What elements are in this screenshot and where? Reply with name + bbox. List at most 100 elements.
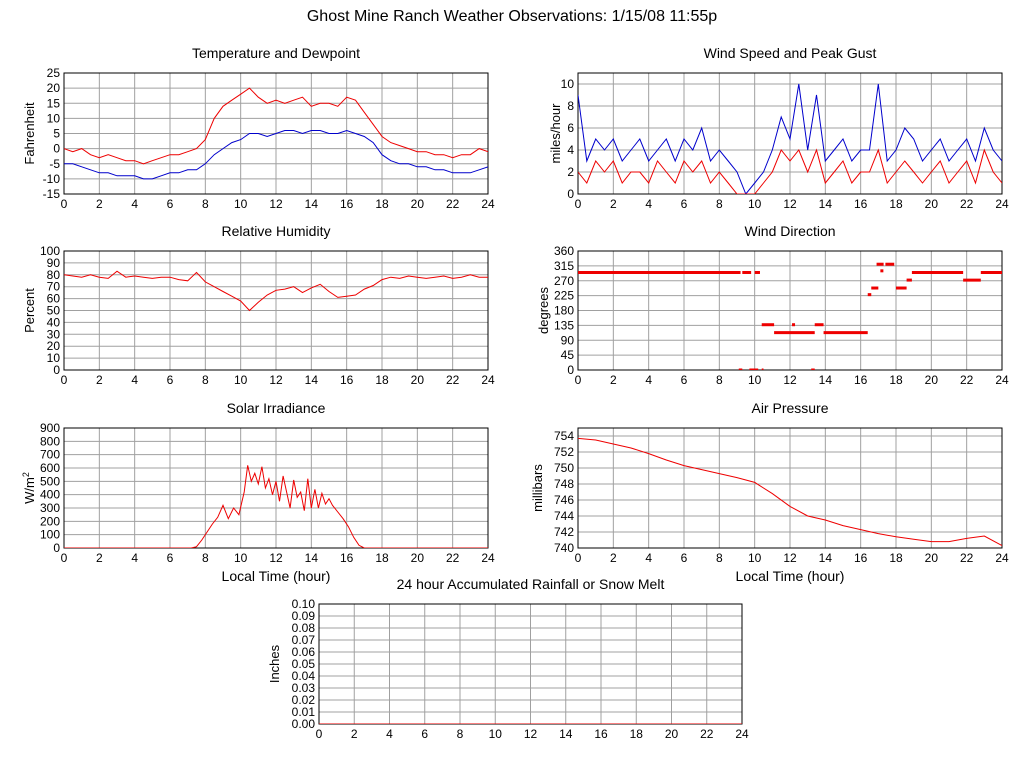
wind-ytick-label: 2 xyxy=(567,165,574,179)
pressure-series-red-line xyxy=(578,437,1002,547)
rh-xtick-label: 12 xyxy=(269,373,283,387)
rain-xtick-label: 24 xyxy=(735,727,749,741)
solar-xtick-label: 22 xyxy=(446,551,460,565)
wind-xtick-label: 8 xyxy=(716,197,723,211)
wdir-xtick-label: 14 xyxy=(819,373,833,387)
rh-xtick-label: 2 xyxy=(96,373,103,387)
pressure-ytick-label: 750 xyxy=(554,461,574,475)
solar-xlabel: Local Time (hour) xyxy=(222,568,331,584)
rain-xtick-label: 4 xyxy=(386,727,393,741)
pressure-xtick-label: 6 xyxy=(681,551,688,565)
solar-ytick-label: 100 xyxy=(40,528,60,542)
rain-xtick-label: 8 xyxy=(457,727,464,741)
pressure-ytick-label: 740 xyxy=(554,541,574,555)
rain-ytick-label: 0.06 xyxy=(292,645,316,659)
temp-xtick-label: 14 xyxy=(305,197,319,211)
rain-title: 24 hour Accumulated Rainfall or Snow Mel… xyxy=(397,576,665,592)
rain-xtick-label: 10 xyxy=(489,727,503,741)
temp-ytick-label: 25 xyxy=(47,66,61,80)
wind-xtick-label: 12 xyxy=(783,197,797,211)
pressure-xtick-label: 20 xyxy=(925,551,939,565)
wdir-xtick-label: 18 xyxy=(889,373,903,387)
wdir-xtick-label: 12 xyxy=(783,373,797,387)
temp-xtick-label: 4 xyxy=(131,197,138,211)
pressure-frame xyxy=(577,427,1003,549)
wdir-ytick-label: 225 xyxy=(554,289,574,303)
wind-frame xyxy=(577,72,1003,195)
temp-ylabel: Fahrenheit xyxy=(22,102,37,165)
rh-ytick-label: 20 xyxy=(47,339,61,353)
rh-ytick-label: 40 xyxy=(47,315,61,329)
rain-xtick-label: 14 xyxy=(559,727,573,741)
wdir-ytick-label: 270 xyxy=(554,274,574,288)
wdir-direction-point xyxy=(880,269,884,273)
rain-xtick-label: 12 xyxy=(524,727,538,741)
wdir-xtick-label: 6 xyxy=(681,373,688,387)
wind-series-blue-line xyxy=(578,83,1002,194)
wind-xtick-label: 24 xyxy=(995,197,1009,211)
wind-xtick-label: 2 xyxy=(610,197,617,211)
temp-xtick-label: 12 xyxy=(269,197,283,211)
solar-ylabel: W/m2 xyxy=(21,472,37,504)
pressure-xtick-label: 2 xyxy=(610,551,617,565)
solar-xtick-label: 24 xyxy=(481,551,495,565)
pressure-title: Air Pressure xyxy=(751,400,828,416)
rain-ytick-label: 0.02 xyxy=(292,693,316,707)
solar-xtick-label: 12 xyxy=(269,551,283,565)
wind-xtick-label: 0 xyxy=(575,197,582,211)
solar-xtick-label: 14 xyxy=(305,551,319,565)
solar-ytick-label: 700 xyxy=(40,448,60,462)
rain-ytick-label: 0.05 xyxy=(292,657,316,671)
rh-frame xyxy=(63,250,489,371)
pressure-ytick-label: 754 xyxy=(554,429,574,443)
wdir-xtick-label: 8 xyxy=(716,373,723,387)
rh-ytick-label: 70 xyxy=(47,280,61,294)
temp-ytick-label: 0 xyxy=(53,142,60,156)
pressure-xtick-label: 24 xyxy=(995,551,1009,565)
pressure-ytick-label: 748 xyxy=(554,477,574,491)
wind-series-red-line xyxy=(578,148,1002,194)
rh-xtick-label: 14 xyxy=(305,373,319,387)
solar-frame xyxy=(63,427,489,549)
wdir-xtick-label: 20 xyxy=(925,373,939,387)
pressure-xtick-label: 10 xyxy=(748,551,762,565)
rh-xtick-label: 18 xyxy=(375,373,389,387)
solar-xtick-label: 4 xyxy=(131,551,138,565)
wind-ytick-label: 8 xyxy=(567,99,574,113)
pressure-ytick-label: 744 xyxy=(554,509,574,523)
solar-xtick-label: 18 xyxy=(375,551,389,565)
wind-xtick-label: 16 xyxy=(854,197,868,211)
wdir-xtick-label: 2 xyxy=(610,373,617,387)
solar-xtick-label: 10 xyxy=(234,551,248,565)
rh-ytick-label: 100 xyxy=(40,244,60,258)
rh-series-red-line xyxy=(64,270,488,312)
rain-xtick-label: 20 xyxy=(665,727,679,741)
temp-xtick-label: 20 xyxy=(411,197,425,211)
wdir-title: Wind Direction xyxy=(744,223,835,239)
pressure-xtick-label: 16 xyxy=(854,551,868,565)
pressure-ylabel: millibars xyxy=(530,464,545,512)
wind-xtick-label: 18 xyxy=(889,197,903,211)
temp-series-blue-line xyxy=(64,129,488,180)
rain-ytick-label: 0.09 xyxy=(292,609,316,623)
wdir-direction-point xyxy=(792,323,796,327)
rh-xtick-label: 22 xyxy=(446,373,460,387)
wind-title: Wind Speed and Peak Gust xyxy=(704,45,877,61)
temp-ytick-label: -10 xyxy=(43,172,61,186)
temp-xtick-label: 16 xyxy=(340,197,354,211)
rain-ytick-label: 0.00 xyxy=(292,717,316,731)
solar-xtick-label: 20 xyxy=(411,551,425,565)
rain-chart: 24 hour Accumulated Rainfall or Snow Mel… xyxy=(267,576,749,741)
solar-xtick-label: 2 xyxy=(96,551,103,565)
solar-ytick-label: 600 xyxy=(40,461,60,475)
rh-xtick-label: 16 xyxy=(340,373,354,387)
wind-xtick-label: 6 xyxy=(681,197,688,211)
rh-ytick-label: 50 xyxy=(47,304,61,318)
wdir-xtick-label: 24 xyxy=(995,373,1009,387)
temp-frame xyxy=(63,72,489,195)
temp-ytick-label: 5 xyxy=(53,127,60,141)
rh-xtick-label: 20 xyxy=(411,373,425,387)
